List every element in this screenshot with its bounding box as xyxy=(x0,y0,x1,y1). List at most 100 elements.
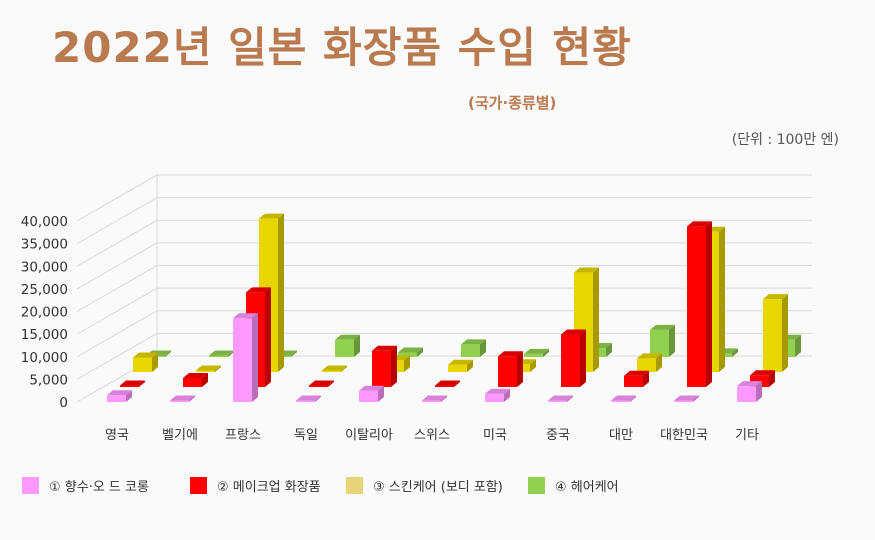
gridline-side xyxy=(76,310,158,358)
legend: ① 향수·오 드 코롱 ② 메이크업 화장품 ③ 스킨케어 (보디 포함) ④ … xyxy=(0,476,875,500)
bar xyxy=(372,350,391,387)
bar-side xyxy=(354,334,360,357)
bar-chart-3d: 0 5,000 10,000 15,000 20,000 25,000 30,000 35,0… xyxy=(21,174,812,443)
y-tick-label: 10,000 xyxy=(21,350,68,366)
bar-top xyxy=(485,388,510,394)
bar xyxy=(422,400,441,402)
bar-top xyxy=(322,365,347,371)
bar-side xyxy=(567,395,573,402)
x-tick-label: 스위스 xyxy=(414,428,450,443)
bar-side xyxy=(126,390,132,402)
bar-top xyxy=(335,334,360,340)
bar xyxy=(498,356,517,387)
bar xyxy=(687,226,706,387)
bar xyxy=(650,329,669,357)
bar xyxy=(548,400,567,402)
bar-top xyxy=(183,372,208,378)
bar-side xyxy=(693,395,699,402)
bar xyxy=(624,375,643,387)
y-tick-label: 20,000 xyxy=(21,305,68,321)
bar-side xyxy=(517,351,523,387)
bar-top xyxy=(309,380,334,386)
x-tick-label: 영국 xyxy=(105,428,129,443)
bar-side xyxy=(341,365,347,372)
bar-top xyxy=(763,294,788,300)
bar xyxy=(737,386,756,402)
bar xyxy=(133,357,152,372)
bar xyxy=(296,400,315,402)
legend-item-haircare: ④ 헤어케어 xyxy=(528,476,619,495)
x-tick-label: 이탈리아 xyxy=(345,428,393,443)
bar xyxy=(637,358,656,372)
bar-side xyxy=(732,348,738,357)
bar-top xyxy=(611,395,636,401)
x-tick-label: 대한민국 xyxy=(660,428,708,443)
bar-top xyxy=(398,347,423,353)
bar-top xyxy=(259,213,284,219)
bar xyxy=(120,385,139,387)
bar xyxy=(359,390,378,402)
bar xyxy=(183,377,202,387)
bar-side xyxy=(228,350,234,357)
gridline-side xyxy=(76,197,158,245)
legend-item-skincare: ③ 스킨케어 (보디 포함) xyxy=(346,476,503,495)
bar-side xyxy=(404,355,410,372)
x-tick-label: 중국 xyxy=(546,428,570,443)
unit-label: (단위 : 100만 엔) xyxy=(731,132,839,148)
bar-top xyxy=(120,380,145,386)
bar-side xyxy=(454,380,460,387)
bar-side xyxy=(480,339,486,357)
x-tick-label: 미국 xyxy=(483,428,507,443)
bar-side xyxy=(530,359,536,372)
bar xyxy=(398,352,417,357)
bar-top xyxy=(233,313,258,319)
bar-top xyxy=(524,348,549,354)
bar-top xyxy=(196,365,221,371)
bar-side xyxy=(291,350,297,357)
y-tick-label: 25,000 xyxy=(21,282,68,298)
bar-side xyxy=(782,294,788,372)
chart-title: 2022년 일본 화장품 수입 현황 xyxy=(52,23,632,72)
legend-swatch-haircare xyxy=(528,477,545,494)
bar-side xyxy=(706,221,712,387)
bar-side xyxy=(152,352,158,372)
bar-side xyxy=(202,372,208,387)
bar-top xyxy=(674,395,699,401)
bar-side xyxy=(504,388,510,402)
x-tick-label: 독일 xyxy=(294,428,318,443)
bar-side xyxy=(417,347,423,357)
bar-side xyxy=(543,348,549,357)
bar-top xyxy=(359,385,384,391)
legend-label-haircare: ④ 헤어케어 xyxy=(555,480,619,495)
gridline-side xyxy=(76,332,158,380)
bar xyxy=(611,400,630,402)
bar xyxy=(335,339,354,357)
bar xyxy=(435,385,454,387)
bar-top xyxy=(561,329,586,335)
bar-side xyxy=(630,395,636,402)
bar-side xyxy=(441,395,447,402)
bar-side xyxy=(378,385,384,402)
bar-side xyxy=(278,213,284,372)
legend-label-skincare: ③ 스킨케어 (보디 포함) xyxy=(373,480,503,495)
x-tick-label: 기타 xyxy=(735,428,759,443)
bar xyxy=(107,395,126,402)
bar xyxy=(448,364,467,372)
legend-label-makeup: ② 메이크업 화장품 xyxy=(217,480,321,495)
gridline-side xyxy=(76,174,158,222)
bar xyxy=(196,370,215,372)
bar xyxy=(233,318,252,402)
bar-top xyxy=(372,345,397,351)
bar-top xyxy=(107,390,132,396)
bar-side xyxy=(593,267,599,372)
bar xyxy=(763,299,782,372)
legend-swatch-makeup xyxy=(190,477,207,494)
bar-top xyxy=(296,395,321,401)
bar-top xyxy=(750,370,775,376)
y-tick-label: 5,000 xyxy=(29,372,68,388)
bar xyxy=(309,385,328,387)
x-tick-label: 대만 xyxy=(609,428,633,443)
bar xyxy=(322,370,341,372)
bar-top xyxy=(650,324,675,330)
bar-side xyxy=(139,380,145,387)
